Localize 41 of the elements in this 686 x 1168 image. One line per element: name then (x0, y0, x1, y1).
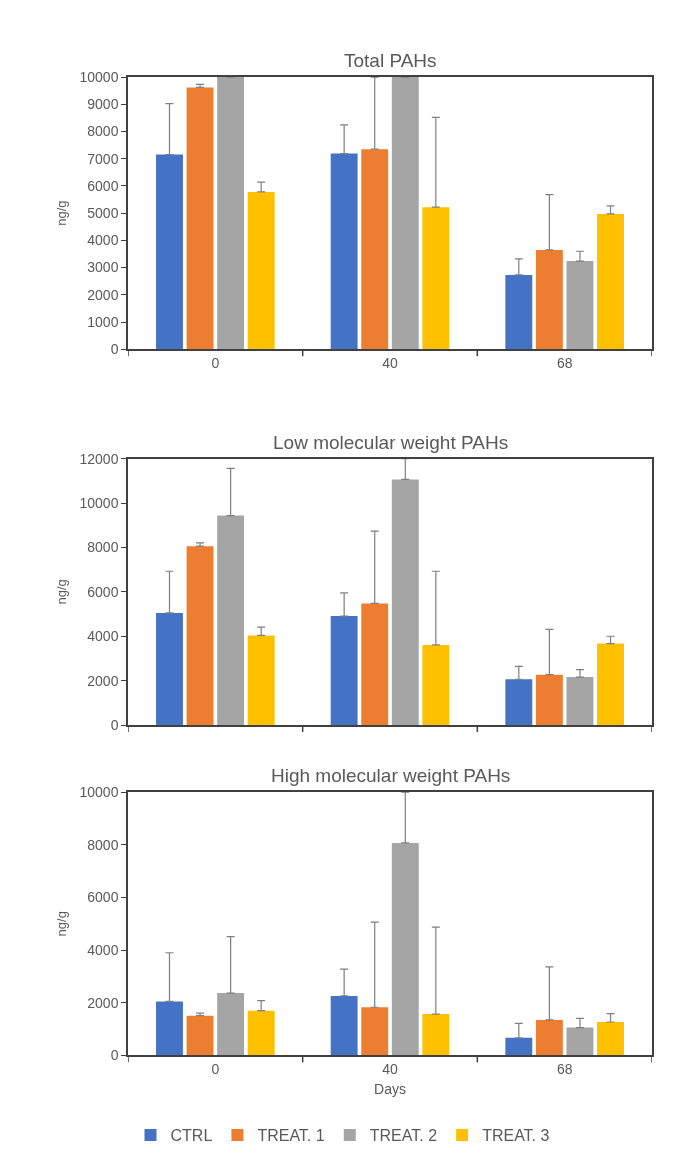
y-tick-label: 4000 (87, 942, 119, 959)
y-tick-label: 1000 (87, 313, 119, 330)
y-axis-title: ng/g (53, 579, 69, 605)
chart-title: Low molecular weight PAHs (273, 432, 509, 453)
y-tick-label: 3000 (87, 259, 119, 276)
y-tick-label: 0 (110, 1047, 119, 1064)
y-tick-label: 5000 (87, 205, 119, 222)
y-tick-label: 0 (110, 716, 119, 733)
x-tick-label: 0 (211, 354, 220, 371)
y-tick-label: 8000 (87, 123, 119, 140)
legend-label: CTRL (170, 1127, 213, 1145)
y-tick-label: 10000 (79, 68, 119, 85)
y-tick-label: 4000 (87, 232, 119, 249)
y-tick-label: 10000 (79, 495, 119, 512)
y-tick-label: 8000 (87, 539, 119, 556)
x-tick-label: 68 (556, 1061, 573, 1077)
y-tick-label: 6000 (87, 583, 119, 600)
x-tick-label: 0 (211, 1061, 220, 1077)
y-axis-title: ng/g (53, 911, 69, 937)
y-axis-title: ng/g (53, 200, 69, 226)
x-axis-title: Days (374, 1080, 406, 1097)
y-tick-label: 9000 (87, 96, 119, 113)
x-tick-label: 68 (556, 354, 573, 371)
y-tick-label: 7000 (87, 150, 119, 167)
y-tick-label: 6000 (87, 889, 119, 906)
x-tick-label: 40 (382, 1061, 398, 1077)
y-tick-label: 8000 (87, 836, 119, 853)
y-tick-label: 4000 (87, 628, 119, 645)
y-tick-label: 2000 (87, 994, 119, 1011)
legend-label: TREAT. 2 (369, 1127, 438, 1145)
chart-title: Total PAHs (344, 50, 437, 71)
y-tick-label: 2000 (87, 672, 119, 689)
y-tick-label: 10000 (79, 784, 119, 801)
legend-label: TREAT. 1 (257, 1127, 325, 1145)
y-tick-label: 0 (110, 341, 119, 358)
y-tick-label: 12000 (79, 450, 119, 467)
x-tick-label: 40 (382, 354, 398, 371)
legend-label: TREAT. 3 (482, 1127, 550, 1145)
y-tick-label: 6000 (87, 177, 119, 194)
chart-title: High molecular weight PAHs (271, 765, 511, 786)
y-tick-label: 2000 (87, 286, 119, 303)
